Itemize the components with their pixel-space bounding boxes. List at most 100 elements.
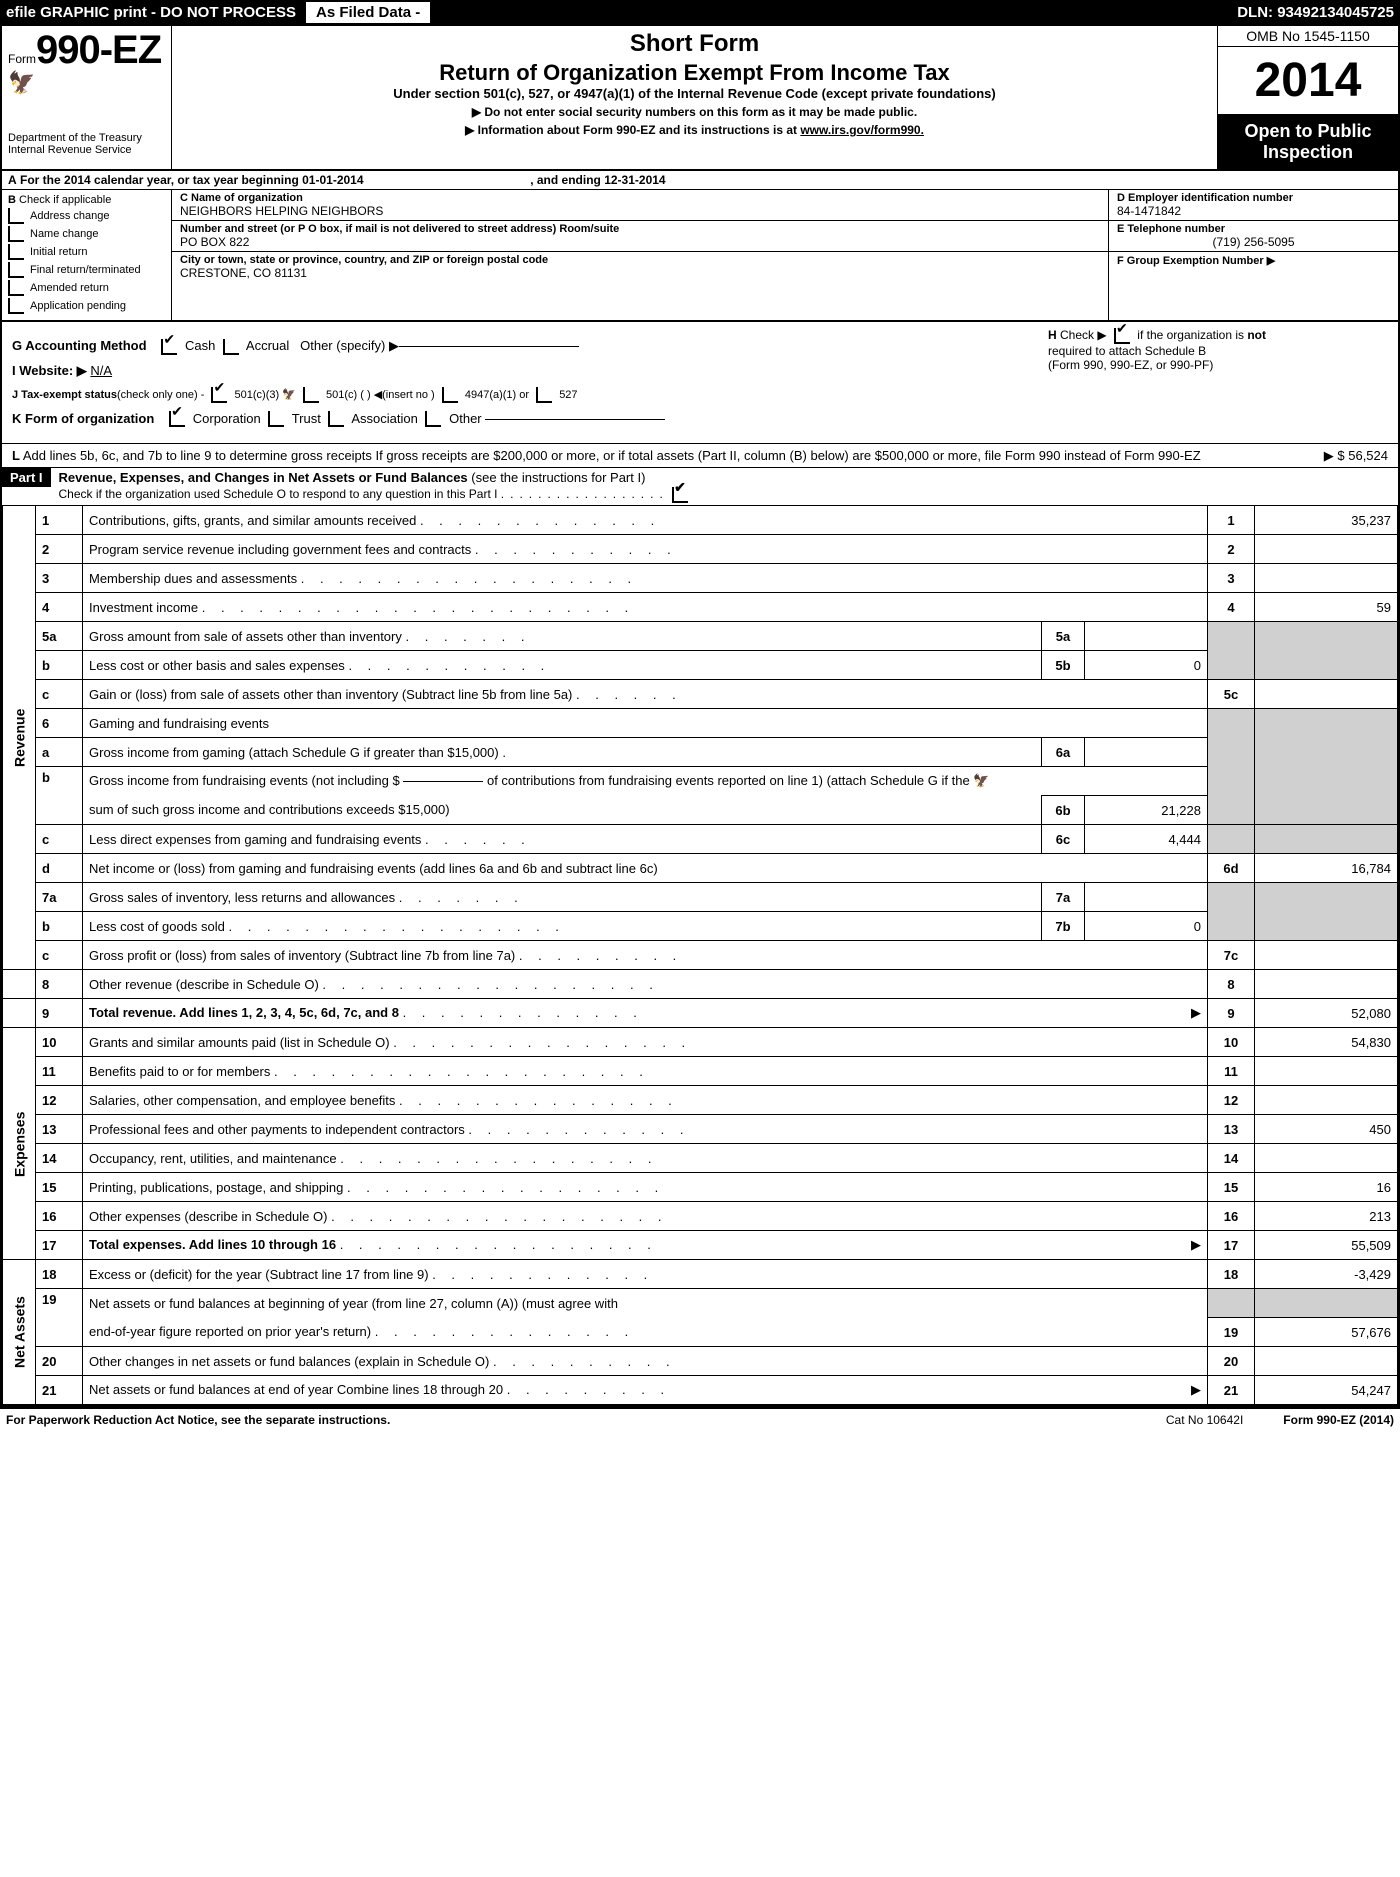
form-title: Return of Organization Exempt From Incom… [182, 60, 1207, 86]
h-box: H Check ▶ if the organization is not req… [1048, 328, 1388, 372]
chk-501c[interactable] [303, 387, 319, 403]
shade-6c-a [1255, 825, 1398, 854]
chk-4947[interactable] [442, 387, 458, 403]
ln-12: 12 [1208, 1086, 1255, 1115]
ln-15: 15 [1208, 1173, 1255, 1202]
irs-label: Internal Revenue Service [8, 144, 165, 156]
label-j: J Tax-exempt status [12, 388, 117, 400]
n-21: 21 [36, 1376, 83, 1405]
d-1: Contributions, gifts, grants, and simila… [89, 513, 416, 528]
chk-h[interactable] [1114, 328, 1130, 344]
d-9: Total revenue. Add lines 1, 2, 3, 4, 5c,… [89, 1005, 399, 1020]
n-1: 1 [36, 506, 83, 535]
n-2: 2 [36, 535, 83, 564]
ln-3: 3 [1208, 564, 1255, 593]
side-expenses: Expenses [3, 1028, 36, 1260]
d-17: Total expenses. Add lines 10 through 16 [89, 1237, 336, 1252]
a-13: 450 [1255, 1115, 1398, 1144]
part1-sub: Check if the organization used Schedule … [51, 487, 1398, 505]
a-16: 213 [1255, 1202, 1398, 1231]
header-right: OMB No 1545-1150 2014 Open to Public Ins… [1218, 26, 1398, 169]
shade-19a [1255, 1289, 1398, 1318]
a-20 [1255, 1347, 1398, 1376]
a-11 [1255, 1057, 1398, 1086]
a-9: 52,080 [1255, 999, 1398, 1028]
a-8 [1255, 970, 1398, 999]
ln-4: 4 [1208, 593, 1255, 622]
sa-6b: 21,228 [1085, 796, 1208, 825]
h-not: not [1247, 328, 1266, 342]
opt-corp: Corporation [193, 411, 261, 426]
n-7a: 7a [36, 883, 83, 912]
d-6b-3: sum of such gross income and contributio… [89, 802, 450, 817]
d-10: Grants and similar amounts paid (list in… [89, 1035, 390, 1050]
l-arrow: ▶ [1324, 448, 1334, 463]
shade-19 [1208, 1289, 1255, 1318]
d-6: Gaming and fundraising events [89, 716, 269, 731]
sa-7b: 0 [1085, 912, 1208, 941]
label-g: G Accounting Method [12, 338, 147, 353]
chk-527[interactable] [536, 387, 552, 403]
header-center: Short Form Return of Organization Exempt… [172, 26, 1218, 169]
header-left: Form990-EZ 🦅 Department of the Treasury … [2, 26, 172, 169]
chk-trust[interactable] [268, 411, 284, 427]
d-3: Membership dues and assessments [89, 571, 297, 586]
chk-schedule-o[interactable] [672, 487, 688, 503]
chk-corp[interactable] [169, 411, 185, 427]
form-number: 990-EZ [36, 28, 161, 72]
opt-501c: 501(c) ( ) ◀(insert no ) [326, 388, 435, 400]
section-gk: H Check ▶ if the organization is not req… [2, 322, 1398, 443]
form-subtitle: Under section 501(c), 527, or 4947(a)(1)… [182, 86, 1207, 101]
d-4: Investment income [89, 600, 198, 615]
h-check: Check ▶ [1060, 328, 1107, 342]
a-4: 59 [1255, 593, 1398, 622]
chk-final[interactable] [8, 262, 24, 278]
street-label: Number and street (or P O box, if mail i… [180, 223, 1100, 235]
d-7c: Gross profit or (loss) from sales of inv… [89, 948, 515, 963]
sa-5b: 0 [1085, 651, 1208, 680]
sn-6c: 6c [1042, 825, 1085, 854]
chk-initial-return[interactable] [8, 244, 24, 260]
a-2 [1255, 535, 1398, 564]
chk-cash[interactable] [161, 339, 177, 355]
ln-17: 17 [1208, 1231, 1255, 1260]
chk-pending[interactable] [8, 298, 24, 314]
col-de: D Employer identification number 84-1471… [1108, 190, 1398, 320]
shade-6 [1208, 709, 1255, 825]
chk-accrual[interactable] [223, 339, 239, 355]
col-b: B Check if applicable Address change Nam… [2, 190, 172, 320]
chk-501c3[interactable] [211, 387, 227, 403]
paperwork-notice: For Paperwork Reduction Act Notice, see … [6, 1413, 1126, 1427]
tax-year-begin: For the 2014 calendar year, or tax year … [20, 173, 364, 187]
a-12 [1255, 1086, 1398, 1115]
irs-link[interactable]: www.irs.gov/form990. [800, 123, 924, 137]
part1-title-text: Revenue, Expenses, and Changes in Net As… [59, 470, 468, 485]
part1-sub-text: Check if the organization used Schedule … [59, 487, 498, 501]
opt-accrual: Accrual [246, 338, 289, 353]
opt-amended: Amended return [30, 282, 109, 294]
chk-other-org[interactable] [425, 411, 441, 427]
chk-address-change[interactable] [8, 208, 24, 224]
ln-10: 10 [1208, 1028, 1255, 1057]
n-14: 14 [36, 1144, 83, 1173]
form-header: Form990-EZ 🦅 Department of the Treasury … [2, 26, 1398, 171]
chk-name-change[interactable] [8, 226, 24, 242]
chk-assoc[interactable] [328, 411, 344, 427]
a-19: 57,676 [1255, 1318, 1398, 1347]
opt-other-org: Other [449, 411, 482, 426]
a-18: -3,429 [1255, 1260, 1398, 1289]
d-6b-2: of contributions from fundraising events… [487, 773, 970, 788]
n-5b: b [36, 651, 83, 680]
eagle-icon: 🦅 [8, 70, 165, 96]
sn-5a: 5a [1042, 622, 1085, 651]
shade-6a [1255, 709, 1398, 825]
n-6: 6 [36, 709, 83, 738]
info-note-pre: ▶ Information about Form 990-EZ and its … [465, 123, 800, 137]
cat-no: Cat No 10642I [1126, 1413, 1283, 1427]
as-filed-label: As Filed Data - [306, 2, 430, 23]
l-amount: $ 56,524 [1337, 448, 1388, 463]
j-note: (check only one) - [117, 388, 204, 400]
n-8: 8 [36, 970, 83, 999]
open-line2: Inspection [1222, 142, 1394, 163]
chk-amended[interactable] [8, 280, 24, 296]
